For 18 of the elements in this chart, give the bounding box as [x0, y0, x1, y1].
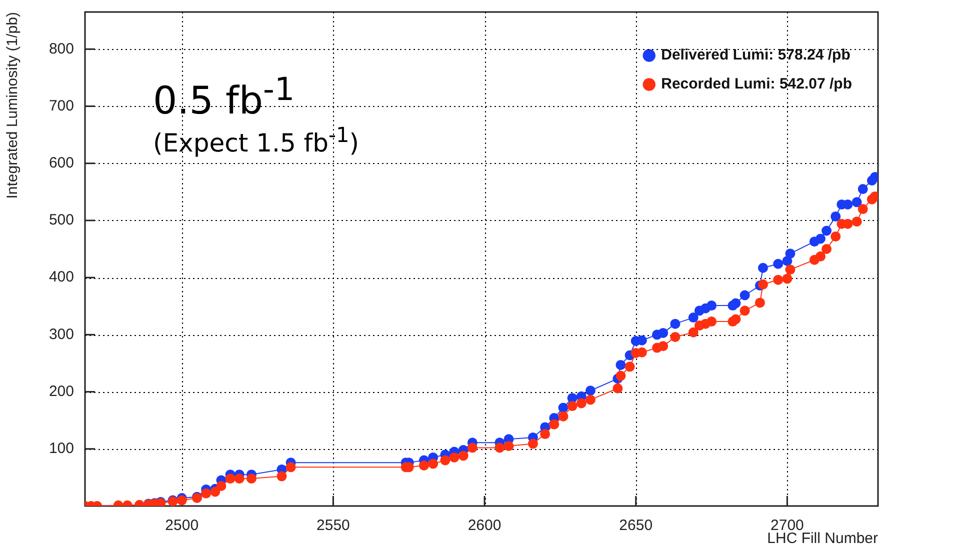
legend-label: Recorded Lumi: 542.07 /pb	[661, 76, 852, 93]
y-tick-label: 200	[48, 382, 74, 400]
y-tick-label: 100	[48, 440, 74, 458]
y-tick-label: 500	[48, 212, 74, 229]
y-axis-title: Integrated Luminosity (1/pb)	[4, 12, 22, 199]
x-tick-label: 2550	[316, 517, 350, 534]
annotation: (Expect 1.5 fb$^{-1}$)	[153, 123, 360, 158]
annotation: 0.5 fb$^{-1}$	[153, 72, 295, 123]
x-tick-label: 2600	[468, 517, 502, 534]
y-tick-label: 300	[48, 326, 74, 343]
x-tick-label: 2500	[165, 517, 199, 534]
x-axis-title: LHC Fill Number	[767, 530, 878, 548]
y-tick-label: 800	[48, 40, 74, 58]
y-tick-label: 400	[48, 268, 74, 286]
y-tick-label: 600	[48, 154, 74, 172]
x-tick-label: 2650	[619, 517, 653, 534]
y-tick-label: 700	[48, 97, 74, 114]
legend-label: Delivered Lumi: 578.24 /pb	[661, 46, 850, 64]
